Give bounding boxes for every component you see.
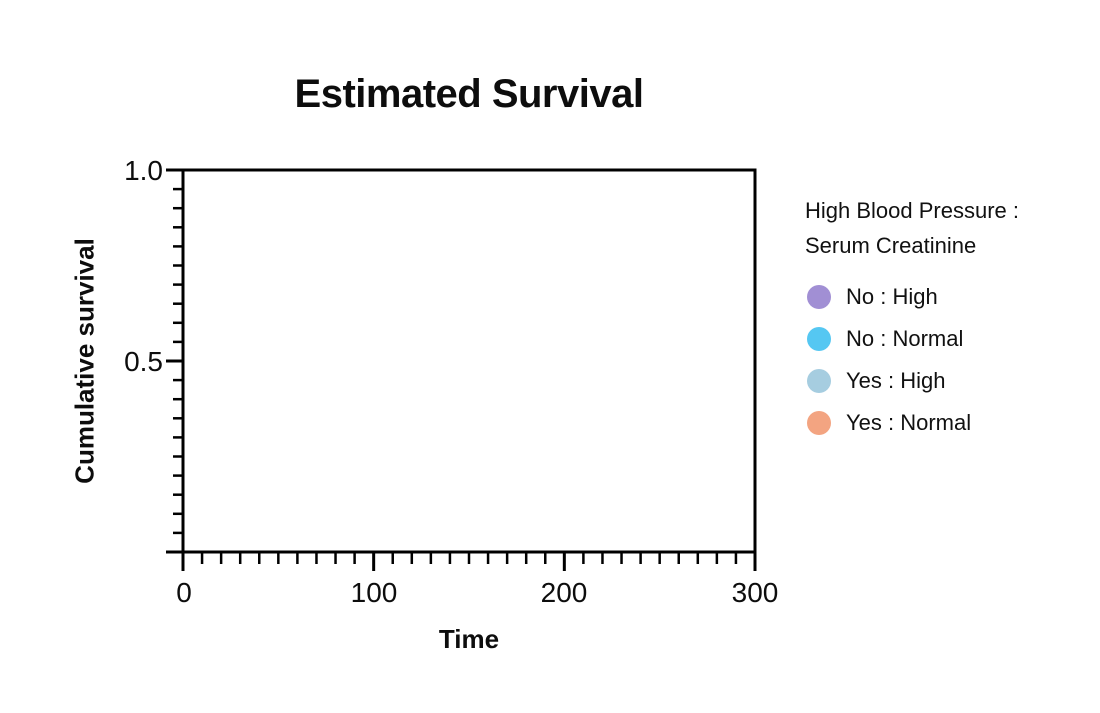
legend-item-no-normal: No : Normal bbox=[805, 318, 1085, 360]
legend-swatch-circle bbox=[807, 327, 831, 351]
legend-item-label: Yes : Normal bbox=[846, 410, 972, 435]
legend-swatch-circle bbox=[807, 369, 831, 393]
chart-title: Estimated Survival bbox=[294, 72, 644, 116]
legend-item-no-high: No : High bbox=[805, 276, 1085, 318]
legend-item-label: Yes : High bbox=[846, 368, 946, 393]
y-axis-label: Cumulative survival bbox=[69, 238, 100, 484]
y-tick-label-1.0: 1.0 bbox=[124, 155, 163, 186]
y-tick-label-0.5: 0.5 bbox=[124, 346, 163, 377]
legend-swatch-circle bbox=[807, 285, 831, 309]
legend-title-line-1: High Blood Pressure : bbox=[805, 198, 1019, 223]
x-tick-label-0: 0 bbox=[176, 577, 192, 608]
legend-title-line-2: Serum Creatinine bbox=[805, 233, 977, 258]
legend-item-label: No : Normal bbox=[846, 326, 964, 351]
x-tick-label-100: 100 bbox=[350, 577, 398, 608]
x-tick-label-200: 200 bbox=[540, 577, 588, 608]
legend-item-yes-normal: Yes : Normal bbox=[805, 402, 1085, 444]
x-axis-label: Time bbox=[438, 624, 500, 654]
legend-items: No : High No : Normal Yes : High Yes : N… bbox=[805, 276, 1085, 444]
legend-swatch-circle bbox=[807, 411, 831, 435]
legend-item-yes-high: Yes : High bbox=[805, 360, 1085, 402]
legend: High Blood Pressure : Serum Creatinine N… bbox=[805, 193, 1085, 444]
x-tick-label-300: 300 bbox=[731, 577, 779, 608]
legend-item-label: No : High bbox=[846, 284, 938, 309]
legend-title: High Blood Pressure : Serum Creatinine bbox=[805, 193, 1085, 263]
